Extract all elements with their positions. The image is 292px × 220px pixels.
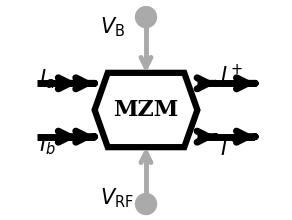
Text: $I^-$: $I^-$ xyxy=(220,139,244,159)
Polygon shape xyxy=(95,73,197,147)
Text: $I_b$: $I_b$ xyxy=(39,133,55,157)
Text: $I^+$: $I^+$ xyxy=(220,63,244,87)
Text: $V_{\mathrm{B}}$: $V_{\mathrm{B}}$ xyxy=(100,15,125,39)
Text: $V_{\mathrm{RF}}$: $V_{\mathrm{RF}}$ xyxy=(100,187,134,210)
Circle shape xyxy=(135,194,157,214)
Text: MZM: MZM xyxy=(113,99,179,121)
Circle shape xyxy=(135,7,157,28)
Text: $I_a$: $I_a$ xyxy=(39,68,55,91)
